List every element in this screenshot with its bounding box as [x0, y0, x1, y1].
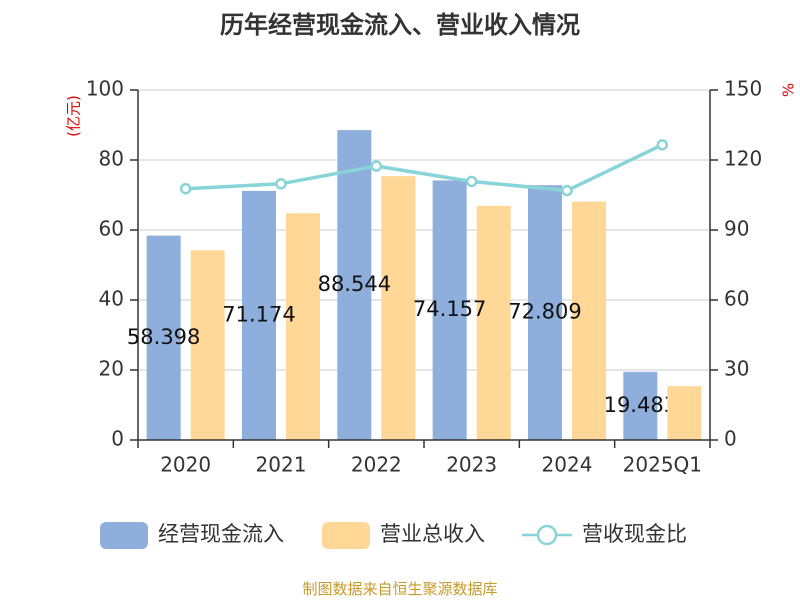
y-right-tick-label: 150: [724, 77, 762, 101]
legend-label: 经营现金流入: [158, 522, 284, 546]
legend-label: 营收现金比: [582, 522, 687, 546]
bar-series: [146, 130, 702, 440]
legend-swatch: [322, 522, 370, 549]
ratio-point: [275, 178, 287, 190]
ratio-point: [465, 175, 478, 188]
legend-item[interactable]: 经营现金流入: [100, 522, 284, 549]
y-right-tick-label: 120: [724, 147, 762, 171]
bar-data-label: 58.398: [127, 325, 200, 349]
legend-swatch: [100, 522, 148, 549]
bar-cash-inflow: [432, 180, 467, 440]
bar-revenue: [476, 205, 511, 440]
axes: 0 20 40 60 80 100 0 30 60 90 120 150 2020 2021 2022 202…: [86, 77, 762, 477]
y-left-tick-label: 40: [99, 287, 124, 311]
bar-revenue: [667, 386, 702, 440]
legend[interactable]: 经营现金流入 营业总收入 营收现金比: [100, 522, 687, 549]
y-right-tick-label: 0: [724, 427, 737, 451]
legend-marker: [536, 524, 558, 546]
bar-revenue: [381, 176, 416, 440]
bar-data-label: 88.544: [318, 272, 391, 296]
ratio-point: [656, 139, 669, 151]
y-right-tick-label: 30: [724, 357, 749, 381]
bar-revenue: [286, 213, 320, 440]
legend-label: 营业总收入: [380, 522, 485, 546]
bar-revenue: [190, 250, 225, 440]
y-left-tick-label: 80: [99, 147, 124, 171]
bar-cash-inflow: [242, 190, 276, 440]
y-left-tick-label: 60: [99, 217, 124, 241]
ratio-point: [370, 160, 383, 172]
y-left-tick-label: 20: [99, 357, 124, 381]
source-note: 制图数据来自恒生聚源数据库: [302, 580, 497, 598]
bar-cash-inflow: [623, 371, 658, 440]
ratio-point: [561, 184, 573, 197]
grid-lines: [138, 89, 710, 371]
chart-title: 历年经营现金流入、营业收入情况: [220, 11, 580, 39]
ratio-point: [179, 182, 192, 195]
bar-revenue: [572, 201, 606, 440]
bar-cash-inflow: [528, 185, 562, 440]
y-left-tick-label: 0: [111, 427, 124, 451]
x-tick-label: 2020: [160, 453, 211, 477]
y-right-tick-label: 90: [724, 217, 749, 241]
y-left-unit: (亿元): [65, 95, 83, 137]
bar-data-label: 72.809: [508, 300, 581, 324]
line-series: [179, 139, 669, 197]
bar-cash-inflow: [146, 235, 181, 440]
x-tick-label: 2024: [542, 453, 593, 477]
y-left-tick-label: 100: [86, 77, 124, 101]
bar-data-label: 74.157: [413, 297, 486, 321]
x-tick-label: 2025Q1: [623, 453, 702, 477]
y-right-tick-label: 60: [724, 287, 749, 311]
legend-item[interactable]: 营收现金比: [522, 522, 687, 546]
legend-item[interactable]: 营业总收入: [322, 522, 485, 549]
data-labels: 58.398 71.174 88.544 74.157 72.809 19.483: [127, 272, 677, 417]
x-tick-label: 2021: [256, 453, 307, 477]
x-tick-label: 2022: [351, 453, 402, 477]
y-right-unit: %: [780, 83, 798, 97]
bar-data-label: 71.174: [222, 302, 295, 326]
x-tick-label: 2023: [446, 453, 497, 477]
ratio-line: [185, 143, 664, 193]
bar-data-label: 19.483: [604, 393, 677, 417]
bar-cash-inflow: [337, 130, 372, 440]
